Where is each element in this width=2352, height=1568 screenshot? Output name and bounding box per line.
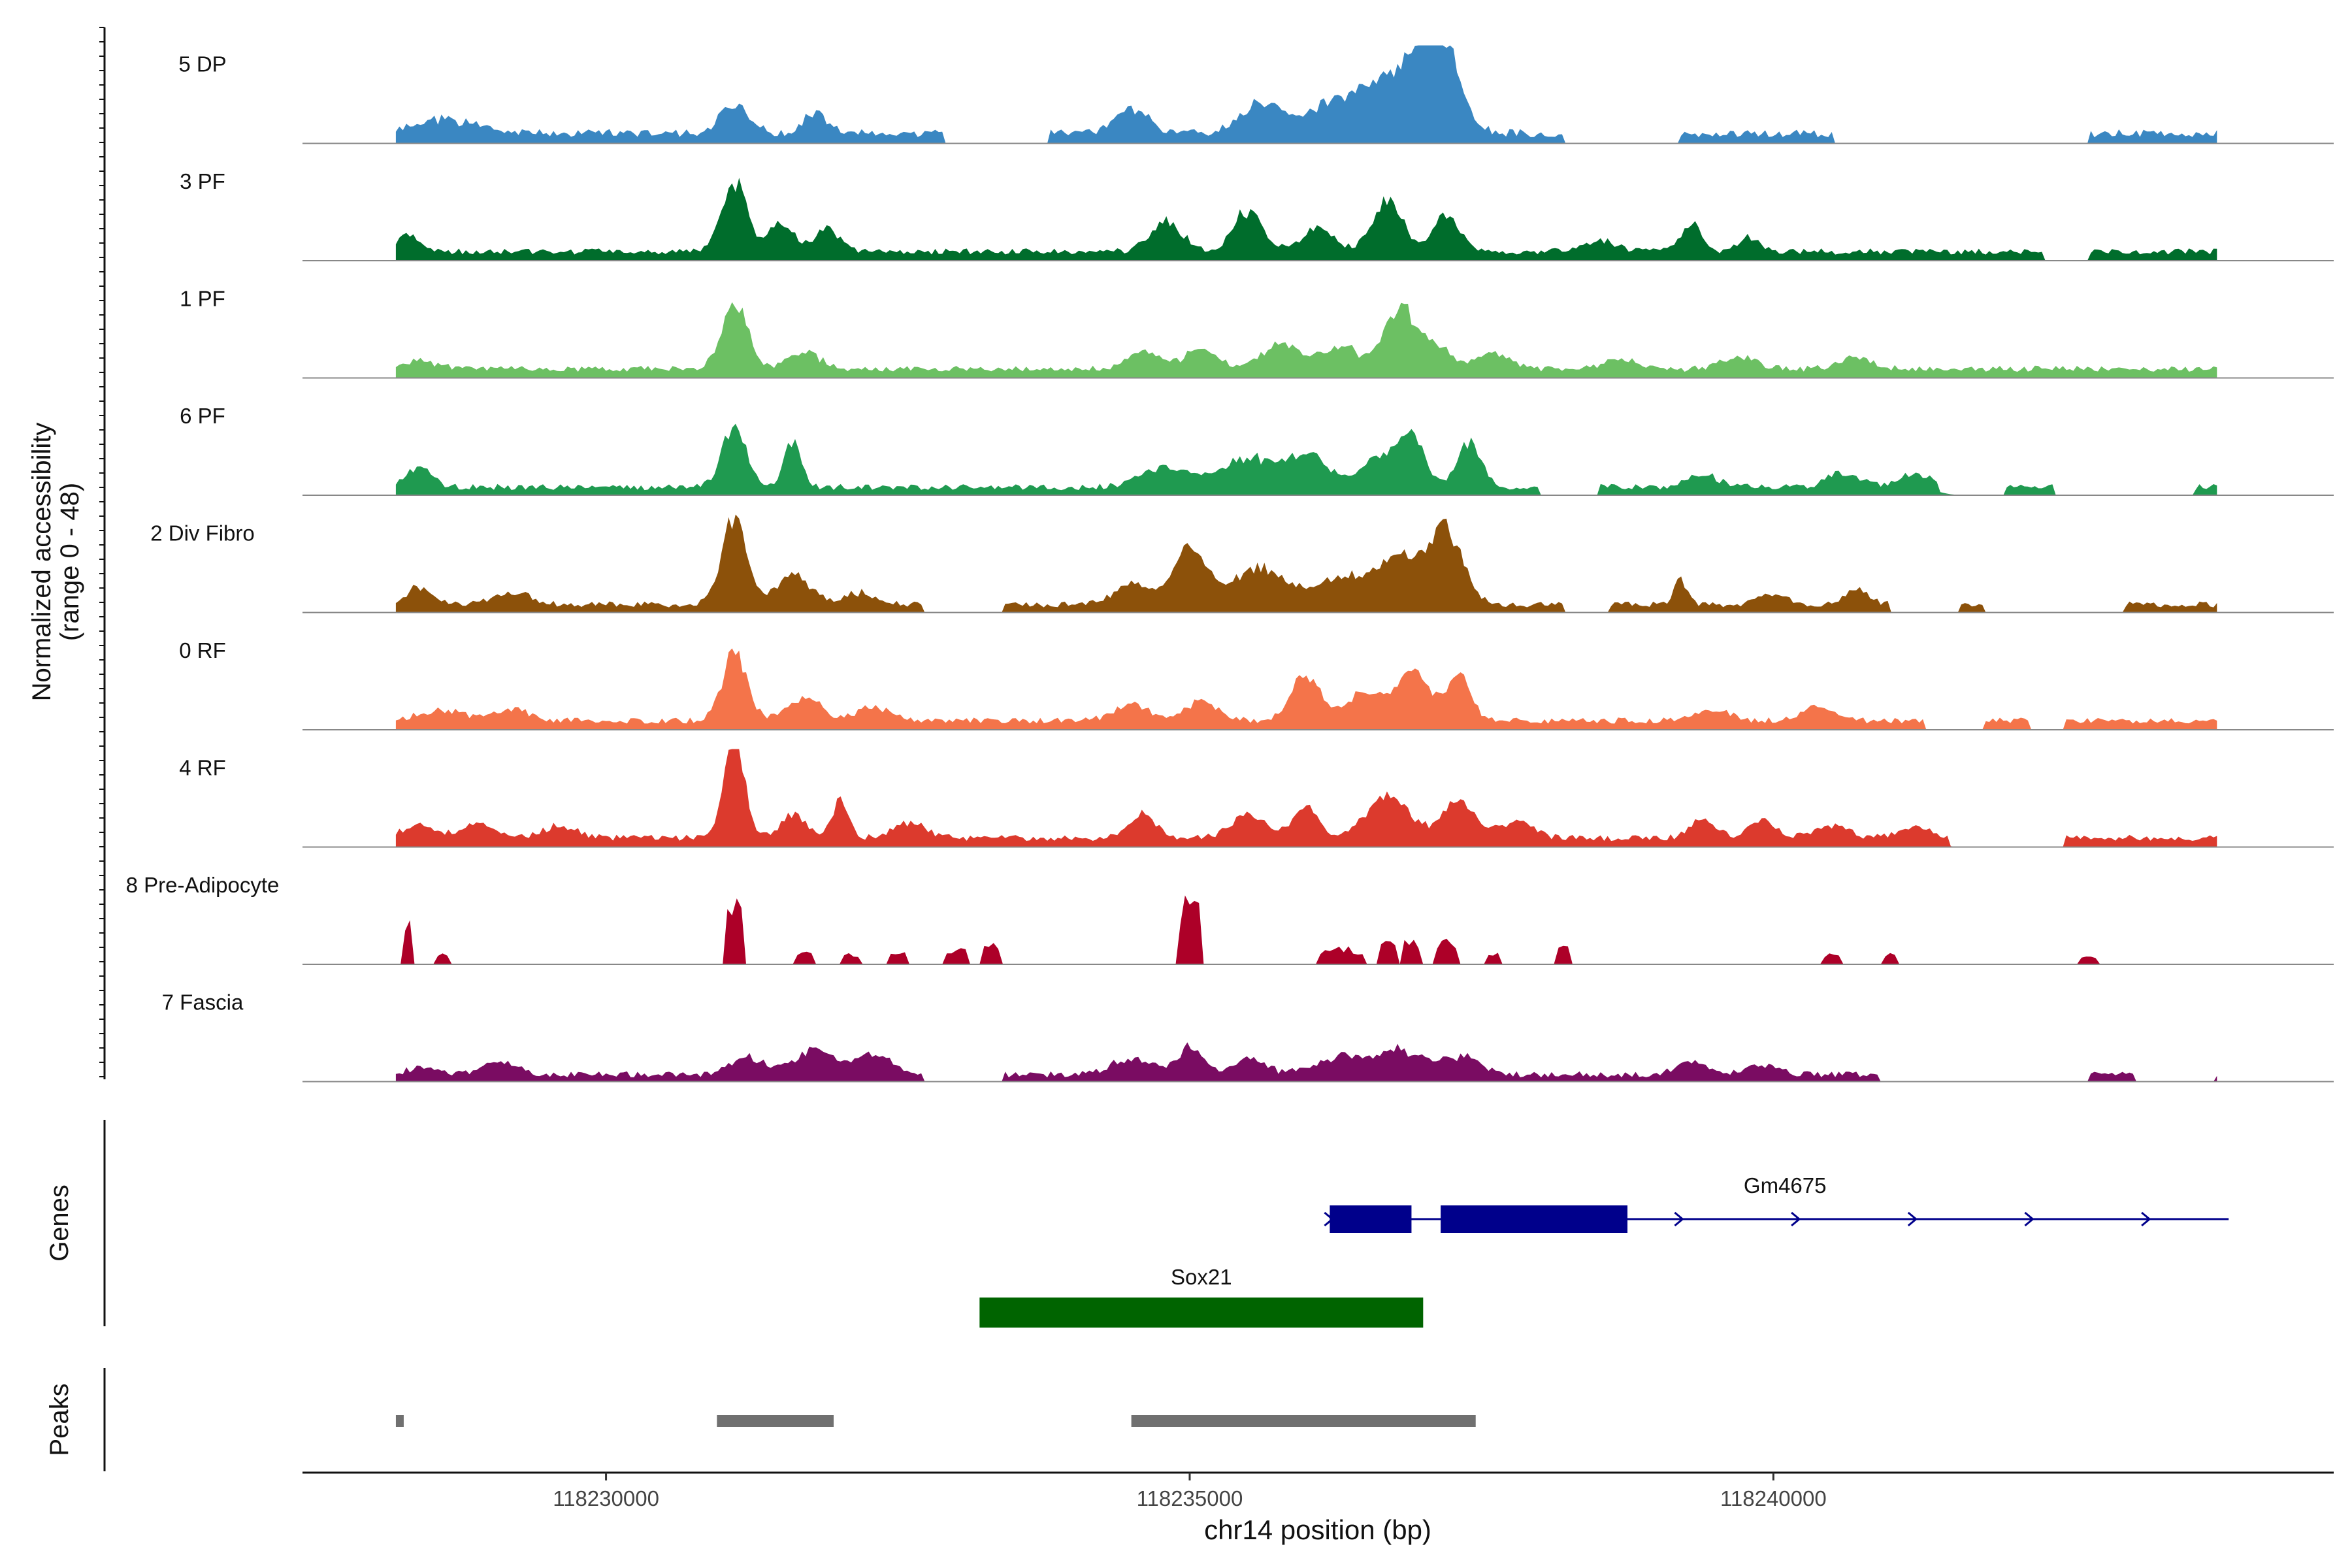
gene-sox21: Sox21	[979, 1265, 1424, 1328]
coverage-track: 3 PF	[180, 169, 2334, 261]
coverage-track: 5 DP	[178, 45, 2334, 144]
coverage-tracks: 5 DP 3 PF 1 PF 6 PF 2 Div Fibro 0 RF 4 RF 8 Pre…	[126, 45, 2334, 1083]
x-tick-label: 118240000	[1720, 1486, 1827, 1511]
coverage-track: 7 Fascia	[162, 990, 2334, 1083]
strand-arrow	[2024, 1211, 2034, 1227]
coverage-track: 4 RF	[179, 749, 2334, 848]
coverage-area	[395, 749, 2217, 847]
y-axis	[99, 27, 106, 1079]
gene-exon	[1441, 1205, 1627, 1233]
genes-track: Gm4675 Sox21	[979, 1173, 2229, 1328]
x-tick-label: 118230000	[553, 1486, 659, 1511]
coverage-track: 1 PF	[180, 287, 2334, 379]
x-tick-label: 118235000	[1137, 1486, 1243, 1511]
coverage-area	[395, 423, 2217, 495]
coverage-area	[395, 648, 2217, 730]
peaks-panel-title: Peaks	[45, 1383, 74, 1456]
gene-label: Sox21	[1171, 1265, 1232, 1289]
strand-arrow	[1791, 1211, 1801, 1227]
strand-arrow	[1441, 1211, 1451, 1227]
coverage-track: 6 PF	[180, 404, 2334, 496]
strand-arrow	[1674, 1211, 1684, 1227]
gene-label: Gm4675	[1744, 1173, 1827, 1198]
track-label: 5 DP	[178, 52, 226, 76]
track-label: 1 PF	[180, 287, 225, 311]
gene-exon	[1330, 1205, 1412, 1233]
coverage-area	[395, 45, 2217, 144]
coverage-area	[395, 514, 2217, 613]
strand-arrow	[1557, 1211, 1568, 1227]
coverage-area	[395, 178, 2217, 261]
gene-gm4675: Gm4675	[1324, 1173, 2229, 1233]
peaks-track	[395, 1415, 1476, 1427]
x-axis-ticks: 118230000 118235000 118240000	[553, 1473, 1827, 1511]
strand-arrow	[1324, 1211, 1334, 1227]
strand-arrow	[2141, 1211, 2151, 1227]
coverage-track: 0 RF	[179, 638, 2334, 730]
coverage-track: 2 Div Fibro	[150, 514, 2334, 613]
gene-body	[979, 1298, 1424, 1328]
genes-panel-title: Genes	[45, 1184, 74, 1262]
track-label: 2 Div Fibro	[150, 521, 255, 546]
track-label: 7 Fascia	[162, 990, 244, 1015]
track-label: 3 PF	[180, 169, 225, 193]
strand-arrow	[1907, 1211, 1918, 1227]
peak-region	[395, 1415, 404, 1427]
coverage-area	[395, 1042, 2217, 1082]
peak-region	[1131, 1415, 1476, 1427]
track-label: 8 Pre-Adipocyte	[126, 873, 280, 897]
x-axis-title: chr14 position (bp)	[1204, 1514, 1431, 1545]
track-label: 0 RF	[179, 638, 226, 662]
coverage-track: 8 Pre-Adipocyte	[126, 873, 2334, 965]
track-label: 6 PF	[180, 404, 225, 428]
coverage-area	[395, 895, 2217, 964]
y-axis-title-line1: Normalized accessibility	[27, 423, 56, 702]
coverage-area	[395, 302, 2217, 378]
y-axis-title-line2: (range 0 - 48)	[56, 483, 84, 641]
peak-region	[717, 1415, 834, 1427]
track-label: 4 RF	[179, 756, 226, 780]
